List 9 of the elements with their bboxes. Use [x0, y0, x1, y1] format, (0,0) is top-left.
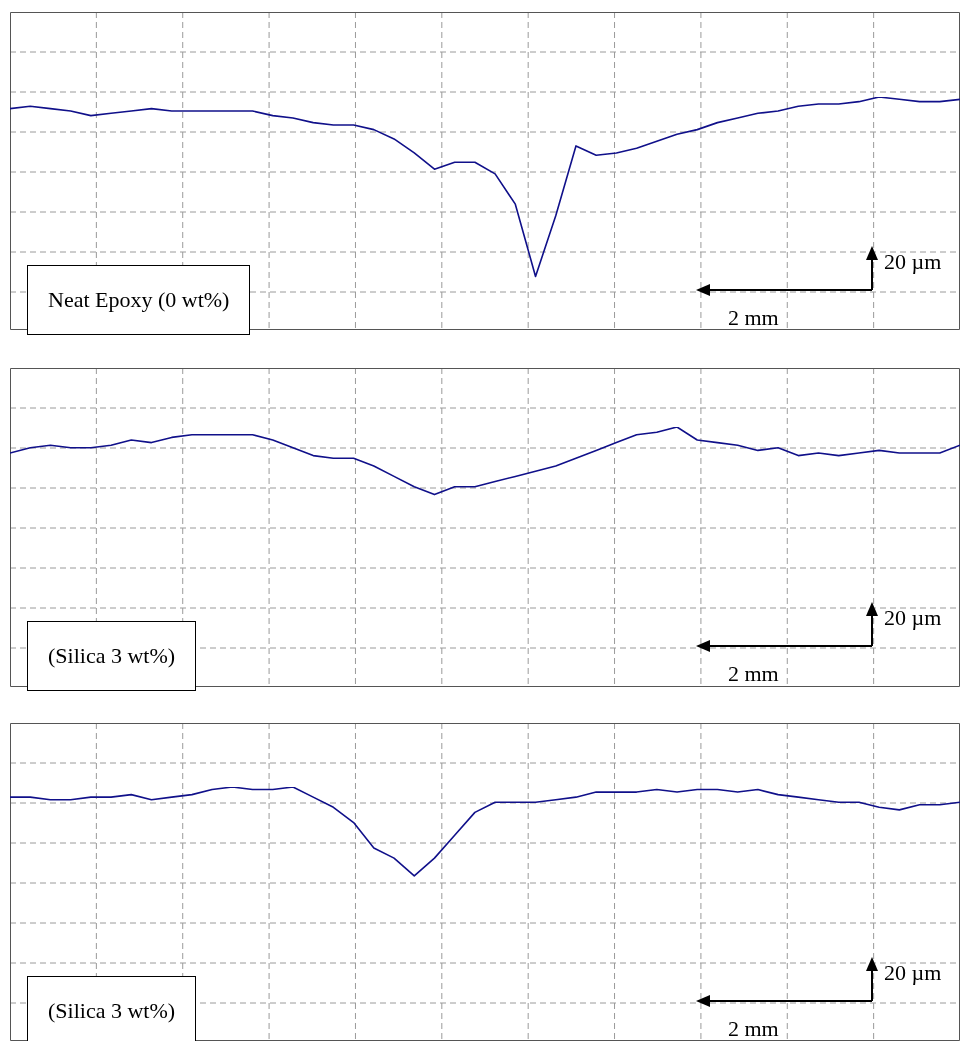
- annotation: (Silica 3 wt%): [27, 976, 197, 1041]
- annotation: (Silica 3 wt%): [27, 621, 197, 691]
- annotation: 20 µm: [884, 249, 942, 275]
- annotation: 20 µm: [884, 605, 942, 631]
- annotation: 2 mm: [728, 661, 779, 687]
- annotation: 2 mm: [728, 305, 779, 331]
- annotation: 2 mm: [728, 1016, 779, 1041]
- annotation: Neat Epoxy (0 wt%): [27, 265, 251, 335]
- annotation: 20 µm: [884, 960, 942, 986]
